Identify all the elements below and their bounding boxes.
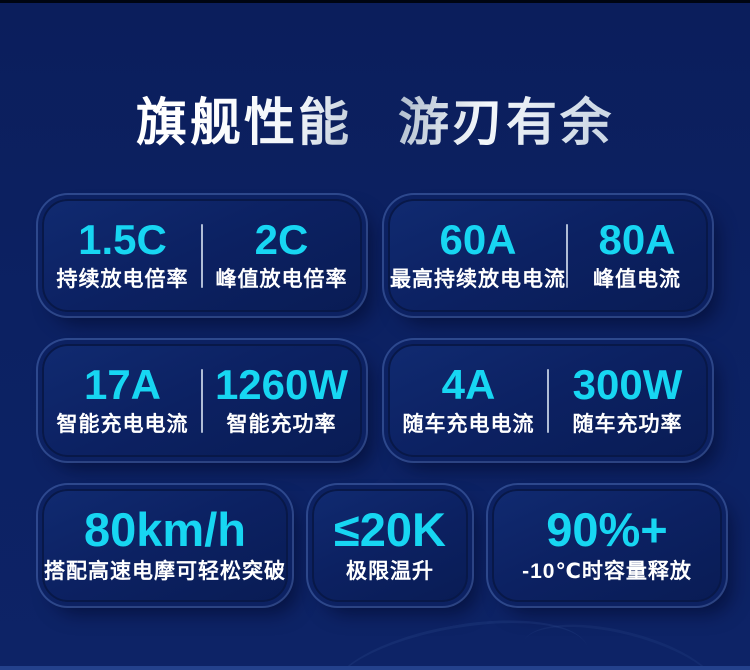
stat-value: 90%+ — [546, 503, 668, 557]
stat-value: 1260W — [214, 360, 349, 408]
card-smart-charging: 17A 智能充电电流 1260W 智能充功率 — [42, 344, 362, 457]
page-title-part1: 旗舰性能 — [135, 94, 352, 151]
stat-value: 60A — [439, 215, 517, 263]
stat-peak-discharge-rate: 2C 峰值放电倍率 — [203, 215, 360, 292]
stat-continuous-discharge-rate: 1.5C 持续放电倍率 — [44, 215, 201, 292]
card-row-3: 80km/h 搭配高速电摩可轻松突破 ≤20K 极限温升 90%+ -10℃时容… — [42, 489, 722, 602]
decorative-swirl — [514, 607, 726, 670]
stat-value: 17A — [83, 360, 162, 408]
card-divider — [566, 223, 568, 288]
page-title-part2: 游刃有余 — [398, 94, 615, 151]
stat-label: 智能充功率 — [226, 412, 337, 436]
card-divider — [547, 368, 549, 433]
stat-value: 2C — [254, 215, 309, 263]
stat-label: 持续放电倍率 — [56, 267, 189, 291]
stat-label: 搭配高速电摩可轻松突破 — [44, 560, 286, 584]
card-onboard-charging: 4A 随车充电电流 300W 随车充功率 — [388, 344, 708, 457]
card-top-speed: 80km/h 搭配高速电摩可轻松突破 — [42, 489, 288, 602]
stat-max-continuous-discharge-current: 60A 最高持续放电电流 — [390, 215, 566, 292]
card-capacity-release: 90%+ -10℃时容量释放 — [492, 489, 722, 602]
bottom-strip — [0, 666, 750, 670]
stat-peak-current: 80A 峰值电流 — [568, 215, 706, 292]
stat-value: 300W — [572, 360, 683, 408]
stat-label: 智能充电电流 — [56, 412, 189, 436]
stat-label: 最高持续放电电流 — [390, 267, 566, 291]
stat-label: 随车充功率 — [572, 412, 683, 436]
stat-value: 1.5C — [78, 215, 167, 263]
stat-onboard-charge-current: 4A 随车充电电流 — [390, 360, 547, 437]
stat-temp-rise: ≤20K 极限温升 — [314, 506, 466, 584]
stat-top-speed: 80km/h 搭配高速电摩可轻松突破 — [44, 506, 286, 584]
stat-smart-charge-power: 1260W 智能充功率 — [203, 360, 360, 437]
stat-value: 80A — [598, 215, 676, 263]
stat-label: 随车充电电流 — [402, 412, 535, 436]
decorative-swirl — [323, 603, 597, 670]
page-title: 旗舰性能 游刃有余 — [136, 94, 614, 151]
stat-smart-charge-current: 17A 智能充电电流 — [44, 360, 201, 437]
stat-label: 峰值电流 — [593, 267, 681, 291]
top-strip — [0, 0, 750, 3]
stat-label: 峰值放电倍率 — [215, 267, 348, 291]
stat-value: 80km/h — [84, 503, 246, 557]
card-row-2: 17A 智能充电电流 1260W 智能充功率 4A 随车充电电流 300W 随车… — [42, 344, 708, 457]
stat-value: ≤20K — [333, 503, 446, 557]
stat-onboard-charge-power: 300W 随车充功率 — [549, 360, 706, 437]
card-row-1: 1.5C 持续放电倍率 2C 峰值放电倍率 60A 最高持续放电电流 80A 峰… — [42, 199, 708, 312]
card-temp-rise: ≤20K 极限温升 — [312, 489, 468, 602]
card-discharge-current: 60A 最高持续放电电流 80A 峰值电流 — [388, 199, 708, 312]
stat-card-grid: 1.5C 持续放电倍率 2C 峰值放电倍率 60A 最高持续放电电流 80A 峰… — [42, 199, 722, 602]
card-discharge-rate: 1.5C 持续放电倍率 2C 峰值放电倍率 — [42, 199, 362, 312]
title-row: 旗舰性能 游刃有余 — [0, 0, 750, 152]
stat-label: 极限温升 — [346, 560, 434, 584]
card-divider — [201, 223, 203, 288]
card-divider — [201, 368, 203, 433]
stat-value: 4A — [441, 360, 496, 408]
stat-capacity-release: 90%+ -10℃时容量释放 — [494, 506, 720, 584]
stat-label: -10℃时容量释放 — [522, 560, 692, 584]
